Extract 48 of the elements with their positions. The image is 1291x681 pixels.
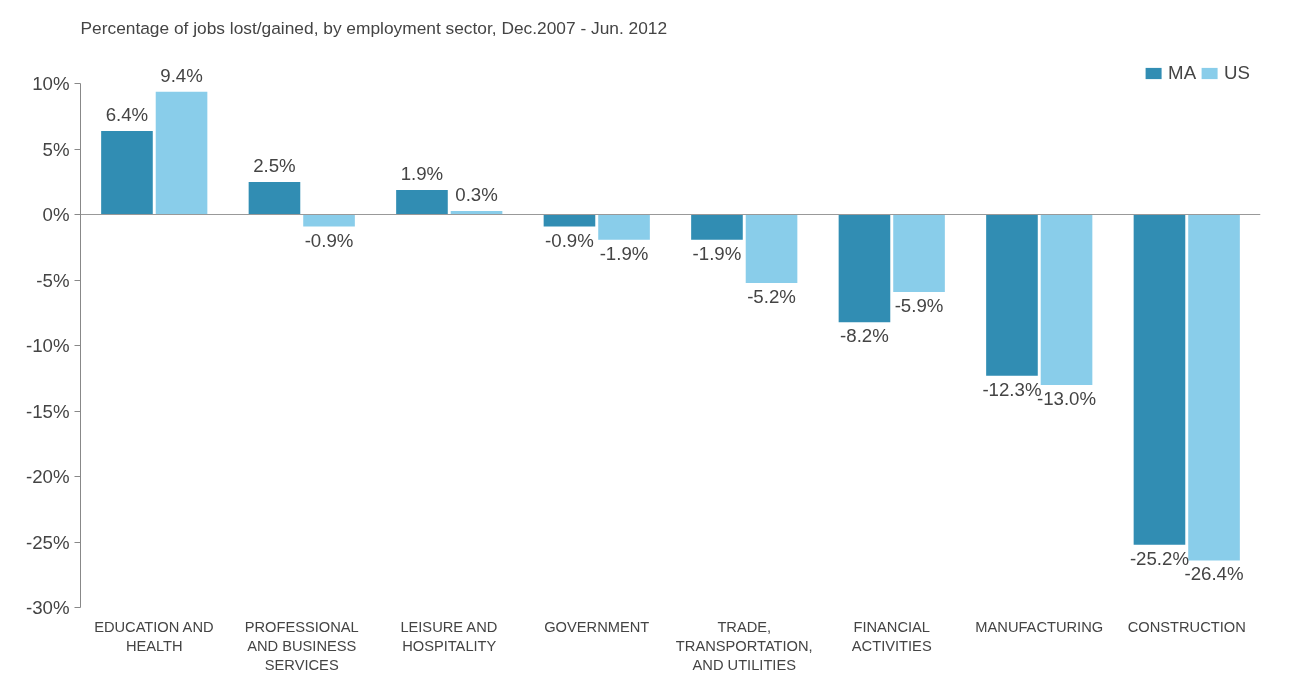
y-tick-label: -20% bbox=[25, 466, 70, 488]
data-label: -1.9% bbox=[599, 242, 649, 264]
y-tick-label: -15% bbox=[25, 400, 70, 422]
bar bbox=[986, 214, 1038, 376]
bar bbox=[893, 214, 945, 293]
x-tick-label: MANUFACTURING bbox=[975, 618, 1104, 635]
data-label: -5.9% bbox=[894, 295, 944, 317]
data-label: 2.5% bbox=[253, 155, 296, 177]
bar bbox=[838, 214, 891, 323]
y-tick-label: 5% bbox=[42, 138, 70, 160]
y-tick-label: -5% bbox=[36, 269, 70, 291]
y-tick-label: -30% bbox=[25, 597, 70, 618]
data-label: -25.2% bbox=[1129, 547, 1190, 569]
legend-label: US bbox=[1224, 62, 1250, 84]
data-label: -5.2% bbox=[747, 285, 796, 307]
bar bbox=[155, 91, 208, 215]
bar bbox=[1133, 214, 1186, 545]
bar bbox=[1188, 214, 1240, 561]
bar bbox=[543, 214, 596, 227]
legend-label: MA bbox=[1168, 62, 1197, 84]
data-label: 6.4% bbox=[105, 104, 149, 126]
bar bbox=[1040, 214, 1093, 385]
x-tick-label: FINANCIAL ACTIVITIES bbox=[851, 618, 932, 654]
y-tick-label: -25% bbox=[25, 531, 70, 553]
y-tick-label: -10% bbox=[25, 335, 70, 357]
y-tick-label: 0% bbox=[42, 204, 70, 226]
bar bbox=[101, 131, 153, 215]
x-tick-label: CONSTRUCTION bbox=[1127, 618, 1246, 635]
bar bbox=[691, 214, 743, 240]
x-tick-label: TRADE, TRANSPORTATION, AND UTILITIES bbox=[675, 618, 813, 673]
x-tick-label: LEISURE AND HOSPITALITY bbox=[400, 618, 498, 654]
bar bbox=[396, 189, 448, 215]
x-tick-label: EDUCATION AND HEALTH bbox=[94, 618, 214, 654]
data-label: -0.9% bbox=[304, 229, 354, 251]
data-label: -8.2% bbox=[840, 325, 889, 347]
data-label: 0.3% bbox=[455, 183, 498, 205]
data-label: 9.4% bbox=[160, 64, 203, 86]
data-label: 1.9% bbox=[400, 162, 444, 184]
data-label: -1.9% bbox=[692, 242, 742, 264]
chart-title: Percentage of jobs lost/gained, by employment sector, Dec.2007 - Jun. 2012 bbox=[80, 17, 668, 38]
x-tick-label: PROFESSIONAL AND BUSINESS SERVICES bbox=[244, 618, 359, 673]
x-tick-label: GOVERNMENT bbox=[544, 618, 650, 635]
bar bbox=[598, 214, 650, 240]
data-label: -0.9% bbox=[545, 229, 594, 251]
y-tick-label: 10% bbox=[32, 73, 70, 95]
bar bbox=[303, 214, 355, 227]
bar bbox=[248, 182, 301, 215]
bar bbox=[745, 214, 798, 283]
